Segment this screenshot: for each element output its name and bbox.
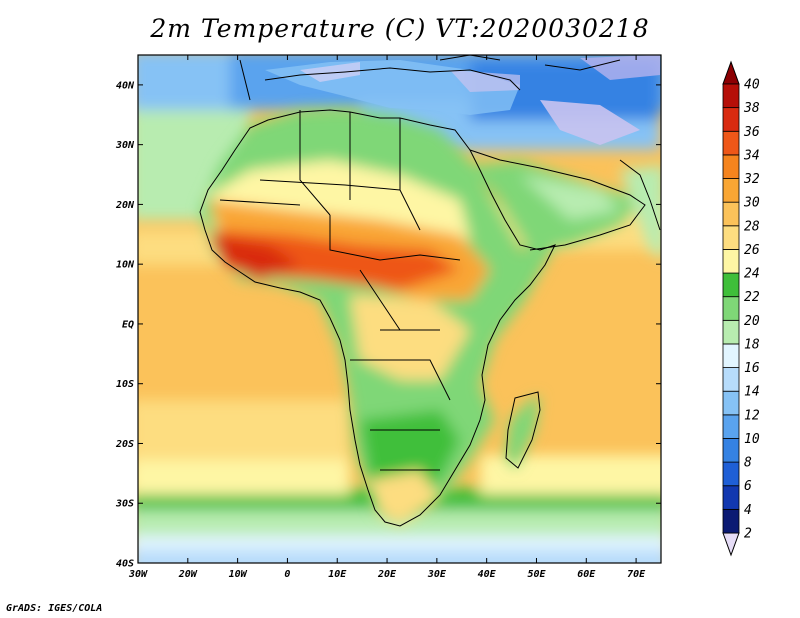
lon-tick-label: 0 xyxy=(284,569,290,580)
colorbar-label: 4 xyxy=(744,503,752,518)
colorbar-label: 2 xyxy=(744,527,752,542)
colorbar-bin xyxy=(722,485,740,510)
colorbar-label: 32 xyxy=(743,172,760,187)
colorbar-label: 8 xyxy=(744,456,752,471)
lat-tick-label: 20N xyxy=(115,200,135,211)
credit-label: GrADS: IGES/COLA xyxy=(6,603,103,614)
colorbar-bin xyxy=(722,343,740,368)
colorbar-bin xyxy=(722,390,740,416)
colorbar-max-triangle xyxy=(722,60,740,85)
colorbar-min-triangle xyxy=(722,532,740,557)
lon-tick-label: 40E xyxy=(478,569,497,580)
map-frame xyxy=(137,54,662,564)
colorbar-label: 24 xyxy=(744,267,760,282)
colorbar-bin xyxy=(722,249,740,274)
lat-tick-label: 40S xyxy=(116,559,134,570)
colorbar-bin xyxy=(722,178,740,203)
colorbar-bin xyxy=(722,83,740,109)
colorbar-label: 10 xyxy=(744,432,760,447)
lat-tick-label: 20S xyxy=(115,439,134,450)
colorbar-bin xyxy=(722,225,740,250)
lat-tick-label: 30N xyxy=(115,140,135,151)
colorbar-bin xyxy=(722,201,740,227)
lon-tick-label: 10E xyxy=(328,569,347,580)
colorbar-bin xyxy=(722,414,740,439)
colorbar-label: 16 xyxy=(744,361,760,376)
colorbar-label: 28 xyxy=(744,219,760,234)
colorbar-label: 38 xyxy=(743,101,760,116)
lon-tick-label: 10W xyxy=(229,569,248,580)
lon-tick-label: 20W xyxy=(178,569,198,580)
map-title: 2m Temperature (C) VT:2020030218 xyxy=(150,14,650,43)
colorbar-bin xyxy=(722,438,740,463)
colorbar-bin xyxy=(722,107,740,132)
colorbar-label: 20 xyxy=(744,314,760,329)
temperature-field xyxy=(138,55,661,563)
colorbar-label: 26 xyxy=(744,243,760,258)
longitude-axis: 30W 20W 10W 0 10E 20E 30E 40E 50E 60E 70E xyxy=(128,55,646,580)
colorbar-bin xyxy=(722,130,740,156)
lon-tick-label: 60E xyxy=(577,569,596,580)
colorbar-label: 18 xyxy=(744,337,760,352)
colorbar-bin xyxy=(722,461,740,487)
lat-tick-label: 10S xyxy=(116,379,134,390)
lon-tick-label: 50E xyxy=(527,569,546,580)
lon-tick-label: 30W xyxy=(128,569,148,580)
colorbar-label: 30 xyxy=(743,196,760,211)
colorbar-bin xyxy=(722,508,740,534)
colorbar-bin xyxy=(722,319,740,345)
colorbar-label: 22 xyxy=(744,290,760,305)
colorbar-bin xyxy=(722,154,740,179)
lat-tick-label: 30S xyxy=(115,499,134,510)
colorbar-bin xyxy=(722,272,740,298)
colorbar-label: 40 xyxy=(744,78,760,93)
colorbar-label: 14 xyxy=(744,385,760,400)
colorbar-bin xyxy=(722,296,740,321)
latitude-axis: 40N 30N 20N 10N EQ 10S 20S 30S 40S xyxy=(115,80,661,570)
colorbar-label: 6 xyxy=(744,479,752,494)
lat-tick-label: EQ xyxy=(122,319,134,330)
colorbar-label: 12 xyxy=(744,408,760,423)
colorbar-label: 36 xyxy=(743,125,760,140)
lon-tick-label: 70E xyxy=(627,569,646,580)
colorbar-label: 34 xyxy=(743,148,760,163)
lat-tick-label: 40N xyxy=(116,80,135,91)
lat-tick-label: 10N xyxy=(116,260,135,271)
colorbar-bin xyxy=(722,367,740,392)
lon-tick-label: 30E xyxy=(427,569,447,580)
lon-tick-label: 20E xyxy=(377,569,397,580)
